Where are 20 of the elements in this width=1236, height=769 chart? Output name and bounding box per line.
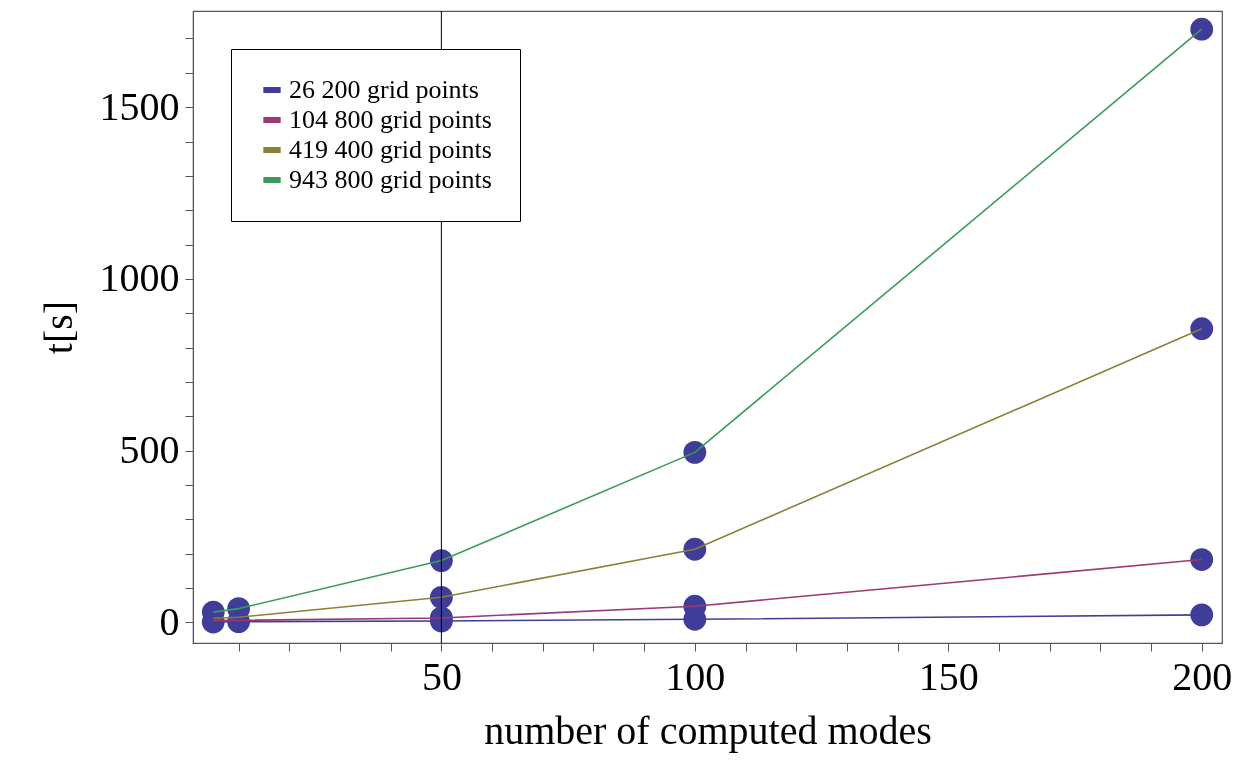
- x-tick-label: 200: [1172, 653, 1233, 699]
- legend-label: 104 800 grid points: [289, 105, 492, 134]
- legend-label: 943 800 grid points: [289, 165, 492, 194]
- legend-label: 26 200 grid points: [289, 75, 479, 104]
- legend-label: 419 400 grid points: [289, 135, 492, 164]
- point: [683, 440, 707, 464]
- x-tick-label: 50: [421, 653, 462, 699]
- y-tick-label: 1000: [99, 255, 180, 301]
- y-tick-label: 500: [119, 427, 180, 473]
- point: [1190, 17, 1214, 41]
- y-tick-label: 0: [159, 598, 180, 644]
- x-axis-title: number of computed modes: [484, 707, 932, 753]
- y-axis-title: t[s]: [35, 300, 81, 355]
- x-tick-label: 150: [918, 653, 979, 699]
- y-tick-label: 1500: [99, 83, 180, 129]
- point: [1190, 317, 1214, 341]
- point: [1190, 603, 1214, 627]
- point: [683, 537, 707, 561]
- point: [1190, 548, 1214, 571]
- x-tick-label: 100: [665, 653, 726, 699]
